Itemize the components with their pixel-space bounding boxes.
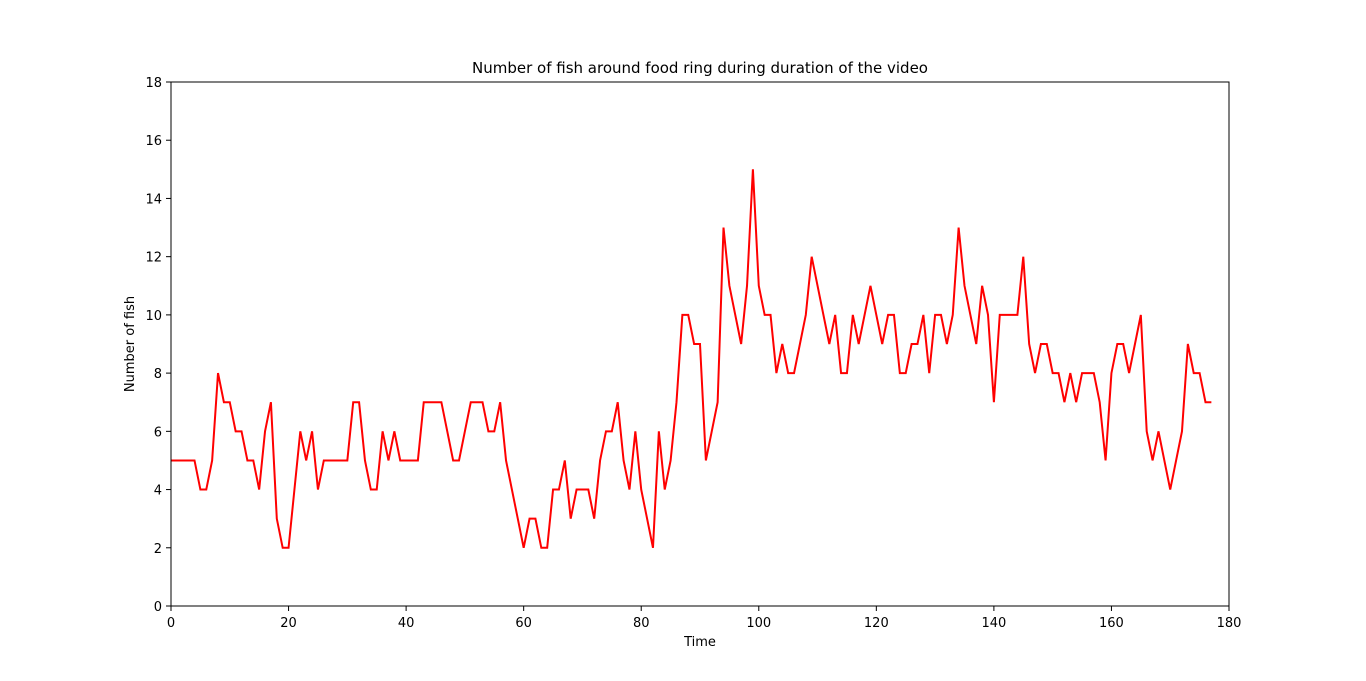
x-tick-label: 0	[167, 616, 175, 631]
y-tick-label: 8	[154, 367, 162, 382]
y-axis-label: Number of fish	[123, 296, 138, 392]
x-tick-label: 160	[1099, 616, 1124, 631]
x-tick-label: 60	[515, 616, 532, 631]
y-tick-label: 12	[145, 251, 162, 266]
x-tick-label: 20	[280, 616, 297, 631]
x-tick-label: 180	[1217, 616, 1242, 631]
y-tick-label: 0	[154, 600, 162, 615]
x-tick-label: 40	[398, 616, 415, 631]
y-tick-label: 4	[154, 484, 162, 499]
series-line	[171, 169, 1212, 549]
y-tick-label: 18	[145, 76, 162, 91]
y-tick-label: 14	[145, 192, 162, 207]
x-tick-label: 100	[746, 616, 771, 631]
x-axis-label: Time	[683, 635, 716, 650]
y-tick-label: 16	[145, 134, 162, 149]
y-axis: 0 2 4 6 8 10 12 14 16 18	[145, 76, 171, 615]
x-tick-label: 140	[981, 616, 1006, 631]
x-tick-label: 80	[633, 616, 650, 631]
x-axis: 0 20 40 60 80 100 120 140 160 180	[167, 606, 1242, 631]
y-tick-label: 2	[154, 542, 162, 557]
chart-title: Number of fish around food ring during d…	[472, 59, 928, 77]
y-tick-label: 6	[154, 425, 162, 440]
x-tick-label: 120	[864, 616, 889, 631]
plot-frame	[170, 81, 1230, 607]
y-tick-label: 10	[145, 309, 162, 324]
plot-area	[170, 81, 1230, 607]
